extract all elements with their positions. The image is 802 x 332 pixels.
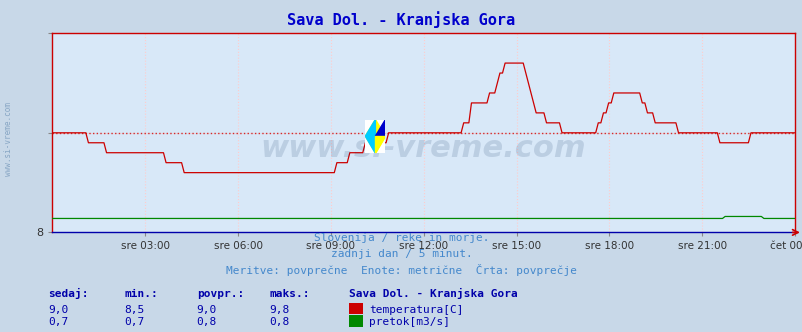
Text: 9,0: 9,0	[48, 305, 68, 315]
Text: maks.:: maks.:	[269, 289, 309, 299]
Text: www.si-vreme.com: www.si-vreme.com	[261, 134, 585, 163]
Text: www.si-vreme.com: www.si-vreme.com	[3, 103, 13, 176]
Text: Sava Dol. - Kranjska Gora: Sava Dol. - Kranjska Gora	[287, 12, 515, 29]
Text: zadnji dan / 5 minut.: zadnji dan / 5 minut.	[330, 249, 472, 259]
Text: 0,7: 0,7	[48, 317, 68, 327]
Text: min.:: min.:	[124, 289, 158, 299]
Text: sedaj:: sedaj:	[48, 288, 88, 299]
Text: 8,5: 8,5	[124, 305, 144, 315]
Polygon shape	[375, 136, 385, 153]
Text: Meritve: povprečne  Enote: metrične  Črta: povprečje: Meritve: povprečne Enote: metrične Črta:…	[225, 264, 577, 276]
Text: povpr.:: povpr.:	[196, 289, 244, 299]
Polygon shape	[365, 120, 375, 136]
Polygon shape	[375, 120, 385, 136]
Text: temperatura[C]: temperatura[C]	[369, 305, 464, 315]
Polygon shape	[365, 136, 375, 153]
Text: 9,0: 9,0	[196, 305, 217, 315]
Text: Sava Dol. - Kranjska Gora: Sava Dol. - Kranjska Gora	[349, 288, 517, 299]
Text: 9,8: 9,8	[269, 305, 289, 315]
Text: pretok[m3/s]: pretok[m3/s]	[369, 317, 450, 327]
Text: 0,8: 0,8	[196, 317, 217, 327]
Text: 0,7: 0,7	[124, 317, 144, 327]
Text: 0,8: 0,8	[269, 317, 289, 327]
Text: Slovenija / reke in morje.: Slovenija / reke in morje.	[314, 233, 488, 243]
Polygon shape	[365, 120, 385, 153]
